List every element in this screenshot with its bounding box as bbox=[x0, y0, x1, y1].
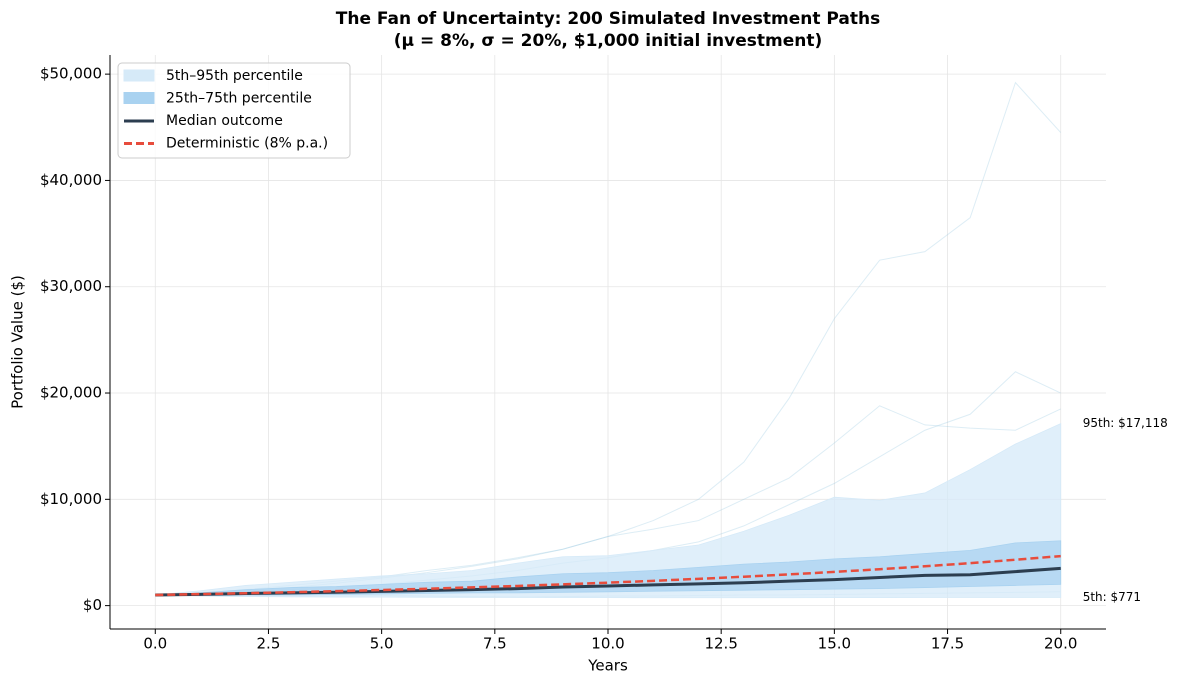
y-tick-label: $20,000 bbox=[40, 384, 102, 402]
legend-box bbox=[117, 62, 351, 159]
x-tick-label: 20.0 bbox=[1044, 635, 1077, 653]
legend-swatch bbox=[123, 69, 155, 82]
x-tick-label: 12.5 bbox=[704, 635, 737, 653]
y-tick-label: $10,000 bbox=[40, 490, 102, 508]
y-tick-label: $0 bbox=[83, 596, 102, 614]
annotation: 5th: $771 bbox=[1083, 590, 1141, 604]
x-tick-label: 7.5 bbox=[483, 635, 507, 653]
x-tick-label: 0.0 bbox=[143, 635, 167, 653]
y-tick-label: $50,000 bbox=[40, 65, 102, 83]
series-line bbox=[155, 554, 1061, 597]
x-tick-label: 5.0 bbox=[370, 635, 394, 653]
x-axis-label: Years bbox=[587, 657, 628, 675]
chart-title: The Fan of Uncertainty: 200 Simulated In… bbox=[336, 9, 880, 29]
legend-label: Median outcome bbox=[166, 113, 283, 129]
legend-label: 25th–75th percentile bbox=[166, 91, 312, 107]
chart-subtitle: (μ = 8%, σ = 20%, $1,000 initial investm… bbox=[394, 31, 822, 51]
legend-label: 5th–95th percentile bbox=[166, 68, 303, 84]
x-tick-label: 10.0 bbox=[591, 635, 624, 653]
y-axis-label: Portfolio Value ($) bbox=[9, 275, 27, 409]
legend-swatch bbox=[123, 92, 155, 104]
x-tick-label: 2.5 bbox=[257, 635, 281, 653]
percentile-band bbox=[155, 423, 1062, 599]
x-tick-label: 17.5 bbox=[931, 635, 964, 653]
percentile-band bbox=[155, 540, 1062, 596]
x-tick-label: 15.0 bbox=[818, 635, 851, 653]
y-tick-label: $30,000 bbox=[40, 277, 102, 295]
y-tick-label: $40,000 bbox=[40, 171, 102, 189]
annotation: 95th: $17,118 bbox=[1083, 416, 1168, 430]
legend-label: Deterministic (8% p.a.) bbox=[166, 136, 328, 152]
